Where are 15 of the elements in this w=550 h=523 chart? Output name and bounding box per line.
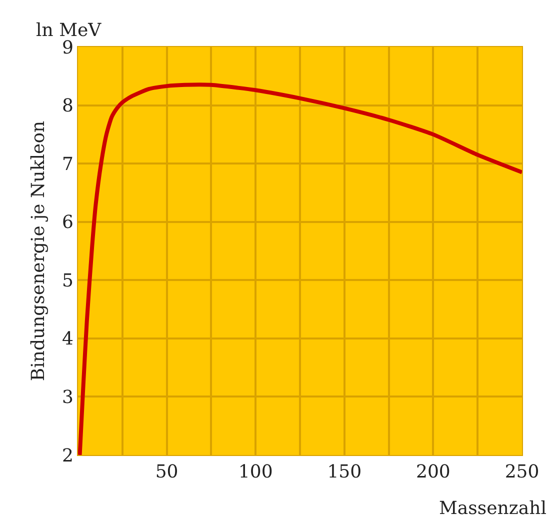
- x-tick-label: 200: [416, 462, 450, 483]
- line-series: [78, 82, 522, 455]
- y-tick-label: 6: [62, 212, 74, 234]
- y-axis-title: Bindungsenergie je Nukleon: [28, 120, 50, 382]
- x-axis-title: Massenzahl: [439, 498, 547, 519]
- x-tick-label: 100: [238, 462, 273, 483]
- x-tick-label: 150: [327, 462, 362, 483]
- y-tick-label: 8: [62, 96, 74, 117]
- y-tick-label: 4: [62, 328, 74, 350]
- y-tick-label: 7: [62, 154, 74, 175]
- y-tick-label: 2: [62, 445, 74, 466]
- x-tick-label: 250: [504, 462, 540, 483]
- y-tick-label: 3: [62, 387, 74, 408]
- y-tick-label: 5: [62, 270, 74, 292]
- x-tick-label: 50: [155, 462, 178, 483]
